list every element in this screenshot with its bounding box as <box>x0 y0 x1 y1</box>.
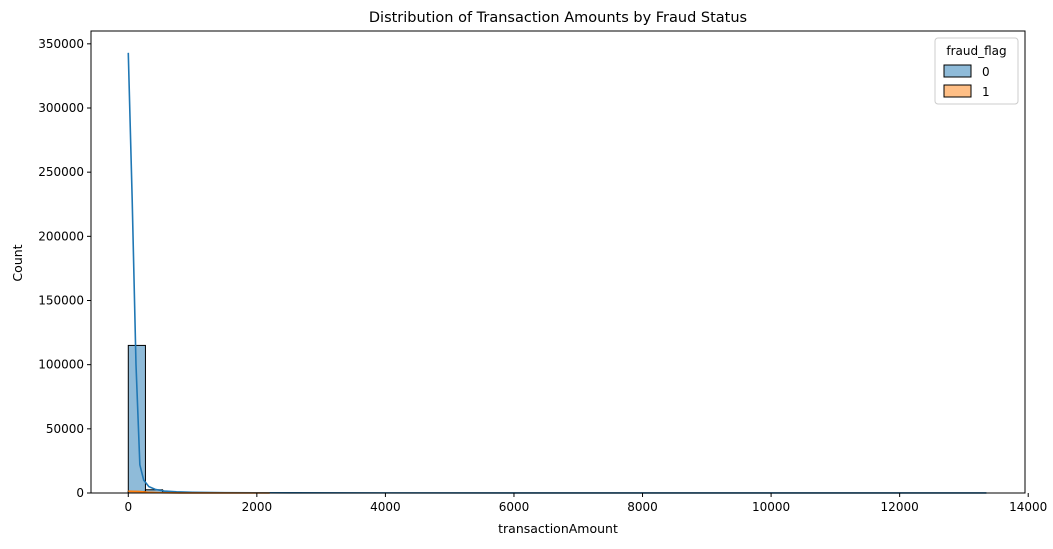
plot-area <box>128 53 986 493</box>
legend-swatch-0 <box>944 65 971 77</box>
y-axis-label: Count <box>10 244 25 281</box>
y-tick-label-250000: 250000 <box>38 165 84 179</box>
x-tick-label-6000: 6000 <box>499 500 530 514</box>
legend-title: fraud_flag <box>946 44 1006 58</box>
x-tick-label-2000: 2000 <box>242 500 273 514</box>
y-tick-label-0: 0 <box>76 486 84 500</box>
x-tick-label-0: 0 <box>124 500 132 514</box>
legend-label-1: 1 <box>982 85 990 99</box>
y-tick-label-350000: 350000 <box>38 37 84 51</box>
legend: fraud_flag 0 1 <box>935 38 1018 104</box>
y-tick-label-200000: 200000 <box>38 229 84 243</box>
y-tick-label-150000: 150000 <box>38 294 84 308</box>
y-tick-label-100000: 100000 <box>38 358 84 372</box>
axes-frame <box>91 31 1025 493</box>
x-tick-label-14000: 14000 <box>1009 500 1047 514</box>
kde-line-0 <box>128 53 986 493</box>
y-tick-label-50000: 50000 <box>46 422 84 436</box>
legend-label-0: 0 <box>982 65 990 79</box>
chart-title: Distribution of Transaction Amounts by F… <box>369 10 747 26</box>
x-axis-label: transactionAmount <box>498 521 618 536</box>
x-tick-label-12000: 12000 <box>881 500 919 514</box>
x-tick-label-4000: 4000 <box>370 500 401 514</box>
y-tick-label-300000: 300000 <box>38 101 84 115</box>
legend-swatch-1 <box>944 85 971 97</box>
x-tick-label-10000: 10000 <box>752 500 790 514</box>
x-tick-label-8000: 8000 <box>627 500 658 514</box>
